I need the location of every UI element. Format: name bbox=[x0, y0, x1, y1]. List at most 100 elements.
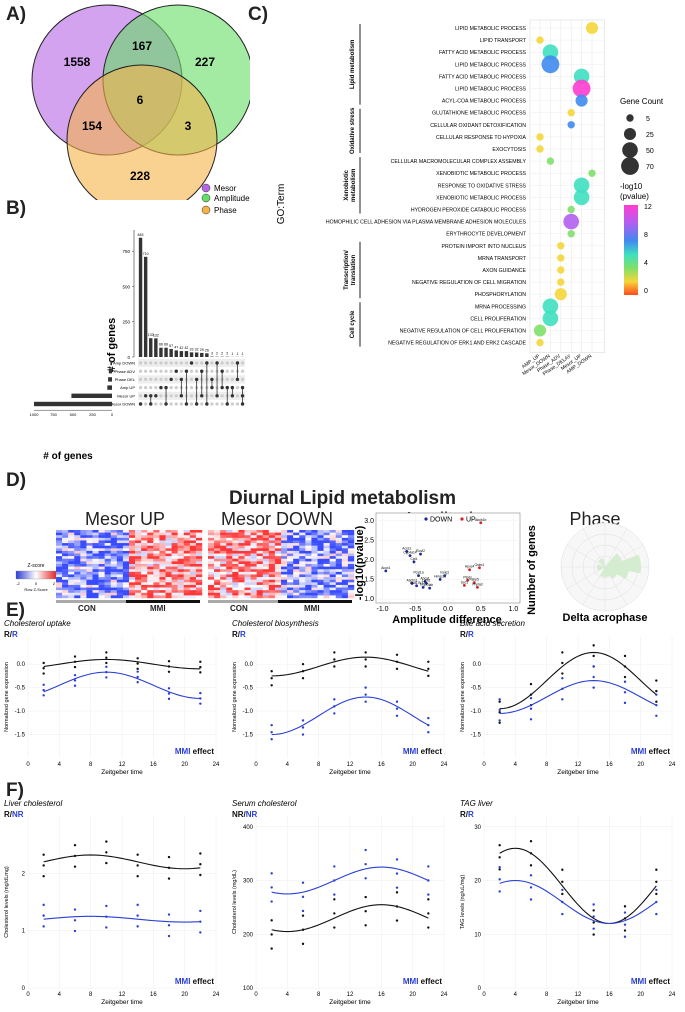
heatmap-cell bbox=[122, 577, 130, 580]
heatmap-cell bbox=[62, 561, 69, 565]
heatmap-cell bbox=[122, 540, 130, 544]
heatmap-cell bbox=[165, 592, 172, 596]
heatmap-cell bbox=[116, 545, 124, 549]
heatmap-cell bbox=[116, 548, 124, 552]
heatmap-cell bbox=[86, 587, 93, 591]
amp-legend-down: DOWN bbox=[430, 517, 452, 524]
time-x-tick: 0 bbox=[482, 992, 486, 998]
heatmap-cell bbox=[104, 558, 111, 562]
heatmap-cell bbox=[287, 545, 294, 549]
go-dot bbox=[575, 94, 588, 107]
heatmap-cell bbox=[74, 574, 81, 578]
heatmap-cell bbox=[92, 543, 99, 546]
time-point bbox=[623, 905, 627, 908]
upset-dot-off bbox=[169, 402, 173, 406]
heatmap-cell bbox=[98, 548, 105, 552]
heatmap-cell bbox=[189, 561, 197, 565]
upset-dot-on bbox=[169, 377, 173, 382]
go-dot bbox=[542, 298, 559, 315]
heatmap-cell bbox=[92, 540, 99, 544]
heatmap-cell bbox=[159, 577, 166, 580]
heatmap-cell bbox=[262, 550, 270, 554]
go-dot bbox=[567, 229, 575, 238]
heatmap-cell bbox=[317, 571, 324, 575]
heatmap-cell bbox=[274, 595, 282, 599]
heatmap-cell bbox=[147, 584, 154, 588]
heatmap-cell bbox=[341, 561, 349, 565]
time-point bbox=[364, 862, 367, 866]
heatmap-cell bbox=[250, 556, 257, 559]
heatmap-cell bbox=[329, 535, 336, 539]
go-term-label: ERYTHROCYTE DEVELOPMENT bbox=[446, 232, 527, 238]
heatmap-cell bbox=[129, 590, 136, 593]
go-group-label: translation bbox=[351, 254, 357, 285]
heatmap-cell bbox=[171, 566, 178, 570]
time-point bbox=[270, 669, 273, 673]
time-y-tick: 0 bbox=[22, 986, 26, 992]
heatmap-cell bbox=[195, 545, 203, 549]
upset-bar-label: 26 bbox=[205, 348, 209, 352]
time-point bbox=[395, 660, 399, 664]
upset-dot-off bbox=[210, 402, 214, 406]
heatmap-cell bbox=[195, 537, 203, 541]
time-point bbox=[395, 905, 399, 908]
time-point bbox=[136, 670, 139, 673]
heatmap-cell bbox=[250, 590, 257, 593]
heatmap-cell bbox=[287, 566, 294, 570]
time-fit-curve bbox=[499, 680, 657, 714]
heatmap-cell bbox=[80, 587, 87, 591]
heatmap-cell bbox=[335, 556, 343, 559]
heatmap-cell bbox=[317, 592, 324, 596]
heatmap-cell bbox=[98, 574, 105, 578]
heatmap-cell bbox=[183, 561, 191, 565]
time-point bbox=[73, 929, 77, 933]
heatmap-cell bbox=[293, 587, 300, 591]
heatmap-cell bbox=[274, 535, 282, 539]
heatmap-cell bbox=[287, 564, 294, 567]
go-group-label: Transcription/ bbox=[344, 250, 350, 290]
amp-point-label: Fabp5 bbox=[470, 578, 480, 582]
heatmap-cell bbox=[262, 564, 270, 567]
heatmap-cell bbox=[317, 558, 324, 562]
heatmap-cell bbox=[268, 592, 276, 596]
heatmap-cell bbox=[329, 543, 336, 546]
heatmap-cell bbox=[323, 574, 330, 578]
heatmap-cell bbox=[311, 553, 318, 557]
heatmap-cell bbox=[68, 566, 75, 570]
upset-bar-label: 132 bbox=[153, 333, 159, 337]
heatmap-cell bbox=[208, 543, 215, 546]
time-y-tick: -0.5 bbox=[471, 686, 482, 692]
time-point bbox=[301, 928, 305, 931]
heatmap-cell bbox=[335, 540, 343, 544]
time-point bbox=[498, 711, 501, 714]
heatmap-cell bbox=[189, 590, 197, 593]
venn-count-amp-phase: 3 bbox=[185, 119, 192, 133]
heatmap-cell bbox=[165, 595, 172, 599]
heatmap-cell bbox=[208, 564, 215, 567]
heatmap-cell bbox=[129, 579, 136, 583]
heatmap-cell bbox=[122, 574, 130, 578]
upset-bar-label: 66 bbox=[159, 343, 163, 347]
heatmap-cell bbox=[147, 579, 154, 583]
heatmap-cell bbox=[177, 553, 184, 557]
amp-point-label: Insig1 bbox=[440, 571, 449, 575]
upset-bar-label: 1 bbox=[236, 352, 238, 356]
upset-dot-off bbox=[144, 377, 148, 381]
heatmap-cell bbox=[110, 590, 118, 593]
heatmap-cell bbox=[80, 590, 87, 593]
heatmap-cell bbox=[68, 584, 75, 588]
time-point bbox=[395, 891, 399, 894]
heatmap-cell bbox=[135, 558, 142, 562]
heatmap-cell bbox=[153, 553, 160, 557]
heatmap-cell bbox=[305, 537, 312, 541]
heatmap-cell bbox=[287, 571, 294, 575]
heatmap-cell bbox=[323, 535, 330, 539]
heatmap-cell bbox=[347, 537, 355, 541]
heatmap-cell bbox=[256, 561, 263, 565]
upset-dot-off bbox=[220, 402, 224, 406]
time-point bbox=[498, 721, 501, 725]
heatmap-cell bbox=[147, 571, 154, 575]
heatmap-cell bbox=[62, 566, 69, 570]
heatmap-cell bbox=[62, 535, 69, 539]
heatmap-cell bbox=[232, 530, 239, 533]
